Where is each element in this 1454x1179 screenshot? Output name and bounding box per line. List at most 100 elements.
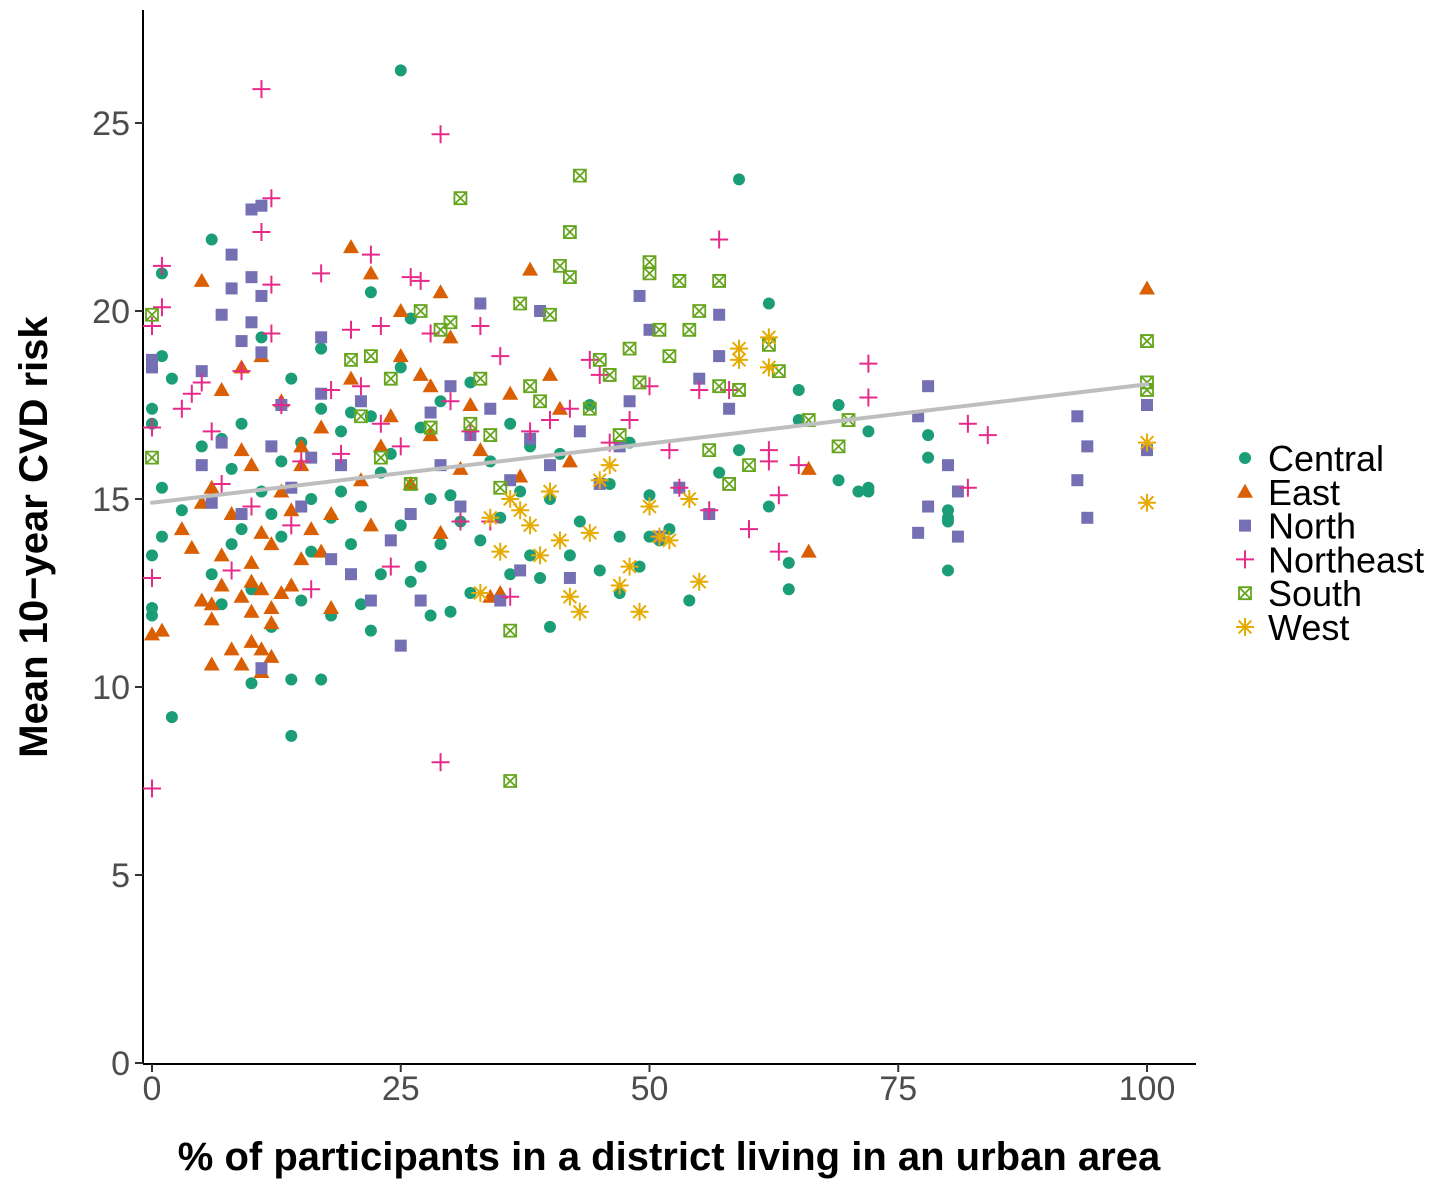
- data-point-east: [263, 648, 280, 663]
- data-point-central: [573, 515, 586, 528]
- data-point-central: [563, 549, 576, 562]
- data-point-northeast: [978, 426, 997, 445]
- data-point-south: [483, 428, 498, 442]
- data-point-west: [521, 516, 540, 535]
- data-point-north: [414, 594, 427, 607]
- data-point-west: [560, 587, 579, 606]
- data-point-south: [831, 439, 846, 454]
- data-point-south: [443, 315, 458, 330]
- data-point-central: [265, 508, 278, 521]
- data-point-northeast: [431, 125, 450, 144]
- data-point-central: [643, 530, 656, 543]
- data-point-south: [563, 270, 577, 285]
- axes: [142, 10, 1196, 1065]
- data-point-east: [542, 366, 558, 381]
- legend-label-northeast: Northeast: [1268, 539, 1424, 580]
- data-point-south: [354, 409, 368, 424]
- data-point-south: [423, 420, 438, 435]
- data-point-north: [265, 440, 278, 453]
- tick-group: 0 25 50 75 100 0 5 10 15 20 25: [92, 105, 1175, 1108]
- data-point-north: [424, 406, 437, 419]
- data-point-east: [432, 284, 449, 299]
- data-point-east: [273, 483, 290, 498]
- data-point-east: [243, 573, 260, 588]
- data-point-north: [225, 282, 238, 295]
- data-point-north: [454, 500, 467, 513]
- data-point-east: [502, 385, 519, 400]
- data-point-west: [590, 471, 609, 490]
- data-point-central: [394, 361, 407, 374]
- data-point-northeast: [560, 399, 579, 418]
- data-point-south: [592, 352, 607, 367]
- data-point-east: [392, 303, 409, 317]
- data-point-central: [354, 500, 367, 513]
- data-point-northeast: [292, 452, 311, 471]
- data-point-northeast: [670, 478, 689, 497]
- data-point-north: [484, 402, 497, 415]
- data-point-central: [285, 673, 298, 686]
- data-point-south: [563, 225, 577, 239]
- data-point-central: [155, 350, 168, 363]
- data-point-west: [759, 328, 778, 347]
- data-point-west: [730, 339, 749, 358]
- data-point-northeast: [859, 388, 878, 407]
- data-point-central: [414, 560, 427, 573]
- x-axis-title: % of participants in a district living i…: [178, 1135, 1161, 1179]
- data-point-central: [155, 481, 168, 494]
- data-point-north: [235, 335, 248, 348]
- data-point-east: [213, 381, 230, 396]
- data-point-north: [713, 308, 726, 321]
- data-point-south: [1140, 334, 1154, 348]
- data-point-northeast: [759, 452, 778, 471]
- data-point-northeast: [859, 354, 878, 373]
- data-point-south: [732, 383, 746, 397]
- data-point-central: [534, 571, 547, 584]
- data-point-northeast: [789, 456, 808, 475]
- data-point-central: [643, 489, 656, 502]
- data-point-northeast: [690, 380, 709, 399]
- data-point-north: [364, 594, 377, 607]
- data-point-east: [253, 581, 270, 596]
- legend-key-south: [1238, 586, 1252, 601]
- data-point-north: [345, 568, 357, 581]
- data-point-northeast: [431, 753, 450, 772]
- data-point-east: [173, 521, 190, 536]
- data-point-north: [404, 508, 417, 521]
- data-point-north: [514, 564, 527, 577]
- data-point-south: [553, 258, 567, 273]
- data-point-west: [511, 501, 530, 520]
- data-point-central: [504, 568, 517, 581]
- data-point-central: [544, 620, 556, 633]
- data-point-east: [263, 615, 280, 630]
- data-point-south: [672, 274, 687, 288]
- data-point-central: [335, 425, 348, 438]
- data-point-central: [733, 444, 746, 457]
- data-point-northeast: [441, 392, 460, 411]
- data-point-south: [742, 458, 756, 473]
- data-point-west: [730, 350, 749, 369]
- data-point-central: [225, 538, 238, 551]
- data-point-south: [682, 322, 697, 337]
- data-point-northeast: [282, 516, 301, 535]
- data-point-central: [762, 297, 775, 310]
- data-point-northeast: [580, 350, 599, 369]
- data-point-northeast: [351, 377, 370, 396]
- data-point-central: [295, 594, 308, 607]
- data-point-east: [253, 524, 270, 539]
- data-point-central: [782, 583, 795, 596]
- y-tick-label: 20: [92, 293, 130, 331]
- data-point-west: [759, 358, 778, 377]
- data-point-east: [193, 272, 210, 287]
- data-point-northeast: [391, 437, 410, 456]
- data-point-north: [474, 297, 487, 310]
- data-point-east: [283, 577, 300, 592]
- data-point-northeast: [222, 561, 241, 580]
- data-point-central: [613, 530, 626, 543]
- data-point-central: [862, 485, 875, 498]
- data-point-central: [374, 568, 387, 581]
- data-point-central: [275, 530, 288, 543]
- data-point-east: [253, 641, 270, 656]
- data-point-northeast: [590, 365, 609, 384]
- data-point-central: [394, 519, 407, 532]
- data-point-south: [513, 296, 528, 311]
